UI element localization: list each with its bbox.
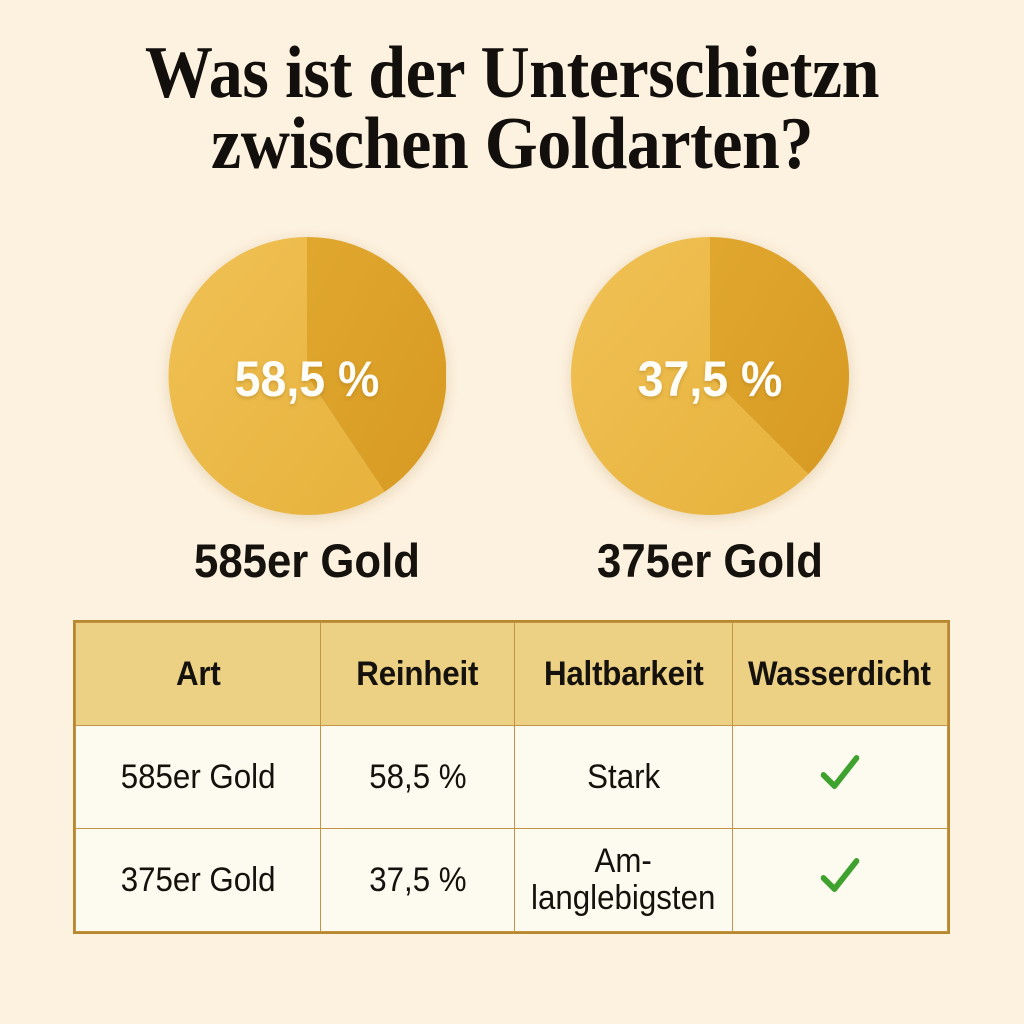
check-icon: [820, 754, 860, 792]
pie-center-label-585er: 58,5 %: [234, 351, 380, 407]
cell-art-375er: 375er Gold: [74, 828, 322, 932]
cell-haltbarkeit-585er: Stark: [514, 725, 733, 829]
cell-art-585er: 585er Gold: [74, 725, 322, 829]
page-title: Was ist der Unterschietzn zwischen Golda…: [41, 32, 983, 186]
check-icon: [820, 857, 860, 895]
pie-caption-585er: 585er Gold: [194, 534, 420, 587]
cell-wasserdicht-585er: [731, 725, 949, 829]
table-row: 375er Gold 37,5 % Am- langlebigsten: [74, 828, 949, 932]
column-header-art: Art: [74, 622, 322, 726]
table-row: 585er Gold 58,5 % Stark: [74, 725, 949, 829]
pie-center-label-375er: 37,5 %: [637, 351, 783, 407]
cell-reinheit-375er: 37,5 %: [320, 828, 516, 932]
comparison-table: Art Reinheit Haltbarkeit Wasserdicht 585…: [73, 620, 950, 934]
pie-caption-375er: 375er Gold: [597, 534, 823, 587]
cell-wasserdicht-375er: [731, 828, 949, 932]
table-header-row: Art Reinheit Haltbarkeit Wasserdicht: [74, 622, 949, 726]
cell-haltbarkeit-375er: Am- langlebigsten: [514, 828, 733, 932]
pie-graphic-585er: [168, 237, 446, 515]
column-header-wasserdicht: Wasserdicht: [731, 622, 949, 726]
column-header-reinheit: Reinheit: [320, 622, 516, 726]
pie-chart-585er: 58,5 %: [157, 226, 457, 526]
haltbarkeit-line-2: langlebigsten: [531, 879, 716, 917]
cell-reinheit-585er: 58,5 %: [320, 725, 516, 829]
haltbarkeit-line-1: Am-: [594, 842, 653, 881]
column-header-haltbarkeit: Haltbarkeit: [514, 622, 733, 726]
pie-chart-375er: 37,5 %: [560, 226, 860, 526]
page-title-line-2: zwischen Goldarten?: [210, 103, 814, 186]
page-title-line-1: Was ist der Unterschietzn: [144, 32, 880, 114]
pie-graphic-375er: [571, 237, 849, 515]
